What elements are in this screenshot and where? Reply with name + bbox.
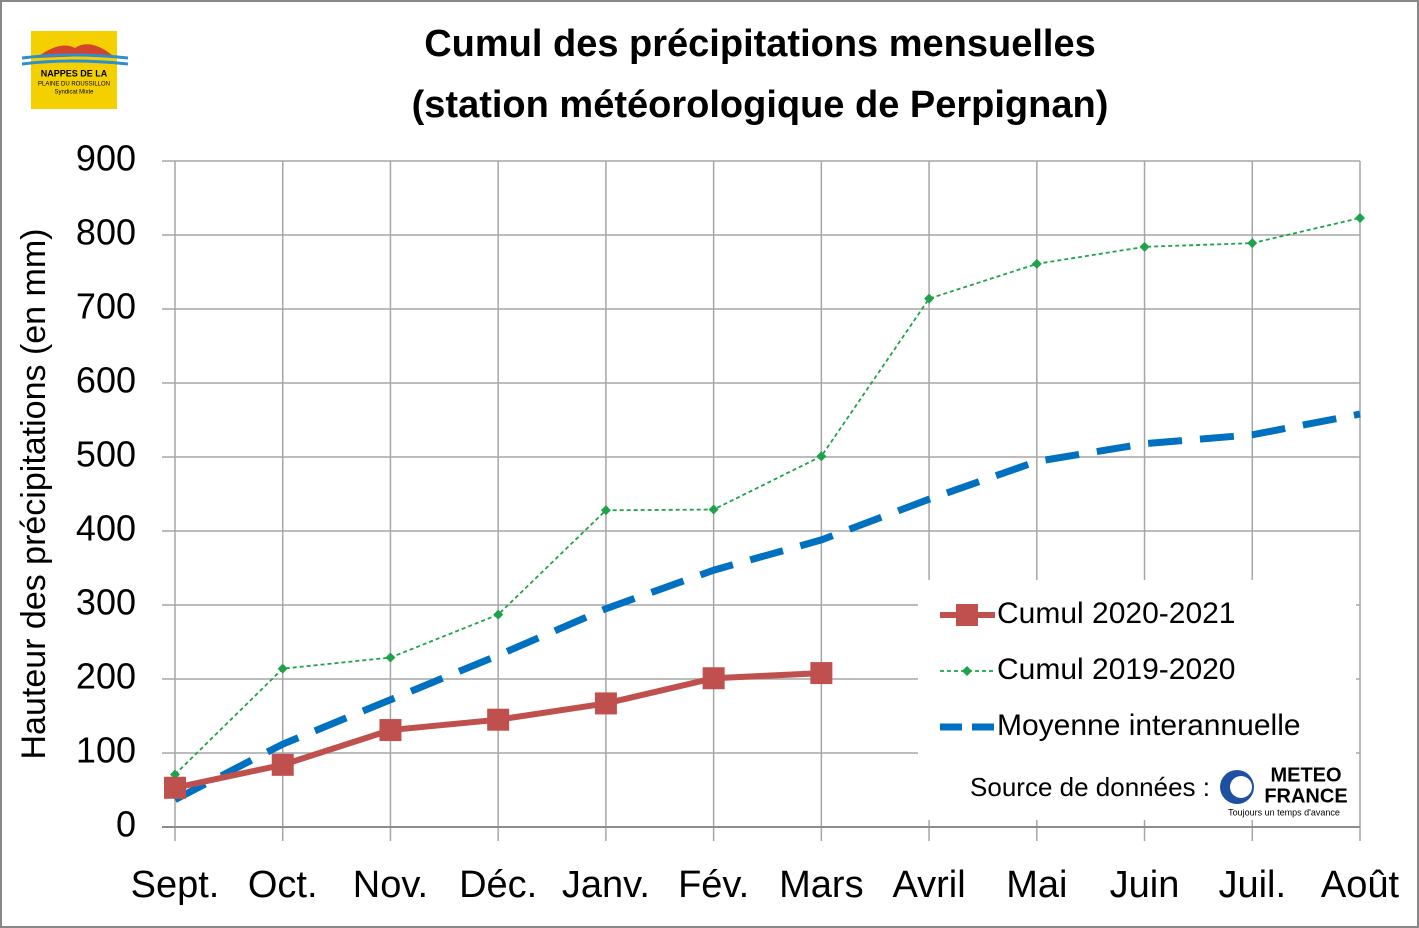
legend: Source de données : METEO FRANCE Toujour… (918, 580, 1356, 820)
chart-title: Cumul des précipitations mensuelles (424, 23, 1096, 65)
series-line (174, 217, 1361, 776)
x-tick-label: Mai (1006, 864, 1067, 906)
legend-label: Cumul 2019-2020 (997, 653, 1236, 686)
x-tick-label: Nov. (353, 864, 428, 906)
y-tick-label: 700 (76, 286, 136, 327)
plot-area: 0 100 200 300 400 500 600 700 800 900 Sept. Oct. Nov… (76, 138, 1400, 907)
y-tick-label: 900 (76, 138, 136, 179)
meteo-logo-slogan: Toujours un temps d'avance (1228, 807, 1340, 817)
y-tick-label: 600 (76, 360, 136, 401)
marker (164, 776, 186, 799)
legend-label: Moyenne interannuelle (997, 709, 1301, 742)
logo-text: PLAINE DU ROUSSILLON (38, 82, 110, 88)
y-tick-label: 0 (116, 804, 136, 845)
source-text: Source de données : (970, 772, 1210, 802)
x-tick-label: Oct. (248, 864, 318, 906)
marker (277, 663, 288, 674)
legend-label: Cumul 2020-2021 (997, 597, 1236, 630)
marker (385, 652, 396, 663)
x-tick-label: Juil. (1218, 864, 1286, 906)
logo-bg (31, 31, 117, 109)
marker (271, 753, 294, 776)
x-tick-label: Août (1321, 864, 1400, 906)
logo-text: Syndicat Mixte (54, 90, 94, 96)
marker (379, 719, 402, 742)
marker (1247, 238, 1258, 249)
y-tick-label: 500 (76, 434, 136, 475)
x-tick-label: Déc. (459, 864, 537, 906)
series-line (173, 410, 1361, 803)
y-tick-label: 800 (76, 212, 136, 253)
legend-box (918, 580, 1356, 752)
y-tick-label: 200 (76, 656, 136, 697)
x-tick-label: Fév. (678, 864, 749, 906)
y-tick-label: 100 (76, 730, 136, 771)
source-box (918, 752, 1356, 820)
marker (1139, 241, 1150, 252)
marker (810, 662, 833, 685)
marker (708, 504, 719, 515)
x-tick-label: Janv. (562, 864, 650, 906)
y-tick-label: 400 (76, 508, 136, 549)
marker (702, 667, 725, 690)
marker (487, 708, 510, 731)
meteo-logo-text: FRANCE (1264, 785, 1347, 807)
marker (600, 505, 611, 516)
chart-title: (station météorologique de Perpignan) (412, 84, 1109, 126)
marker (924, 293, 935, 304)
marker (956, 604, 978, 626)
x-tick-label: Mars (779, 864, 863, 906)
marker (962, 666, 972, 676)
logo-text: NAPPES DE LA (41, 68, 108, 78)
meteo-logo-globe (1230, 776, 1252, 798)
x-tick-label: Avril (892, 864, 965, 906)
marker (594, 692, 617, 715)
marker (816, 451, 827, 462)
x-tick-label: Sept. (131, 864, 220, 906)
marker (493, 609, 504, 620)
marker (1355, 212, 1365, 223)
marker (1031, 258, 1042, 269)
nappes-logo: NAPPES DE LA PLAINE DU ROUSSILLON Syndic… (21, 31, 129, 109)
logo-waves (21, 53, 129, 66)
y-axis-label: Hauteur des précipitations (en mm) (15, 228, 53, 759)
meteo-logo-text: METEO (1270, 764, 1341, 786)
x-tick-label: Juin (1110, 864, 1180, 906)
y-tick-label: 300 (76, 582, 136, 623)
